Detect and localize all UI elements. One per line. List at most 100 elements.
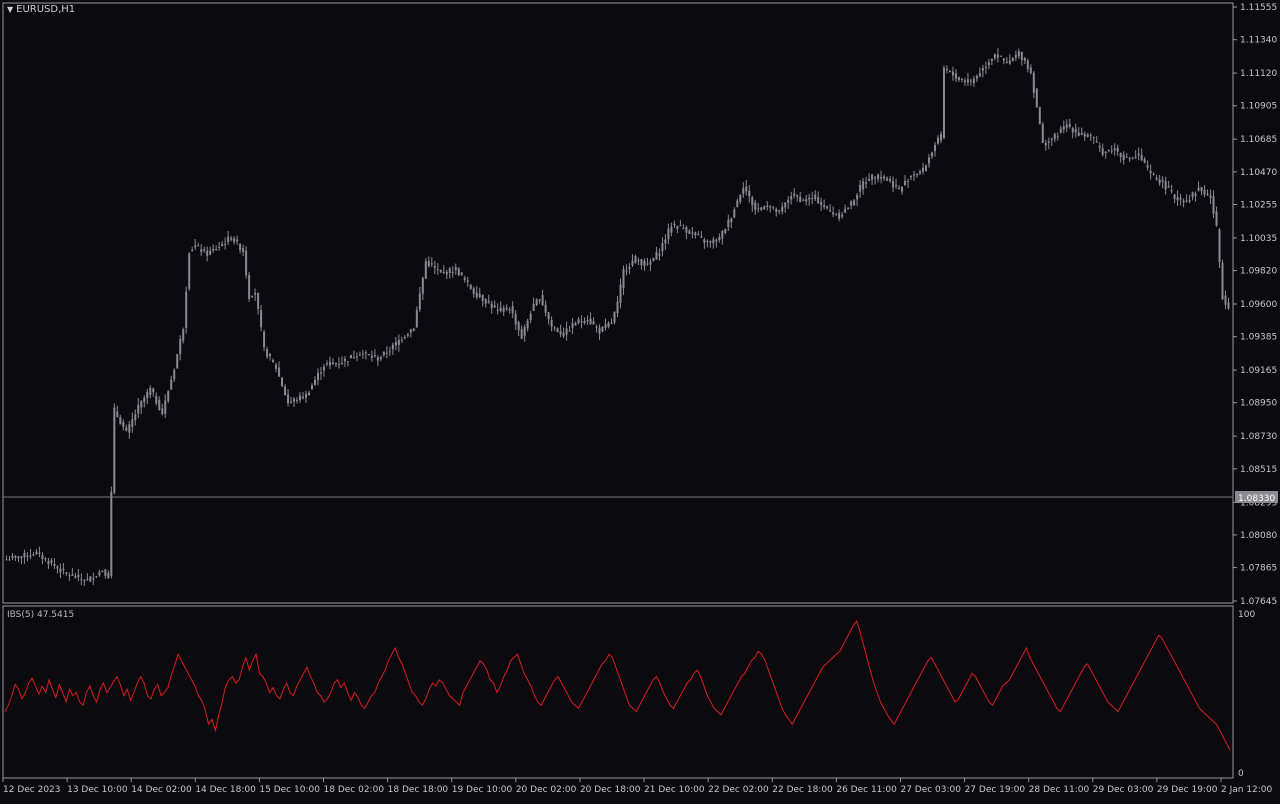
candle	[592, 317, 595, 325]
candle	[239, 243, 242, 254]
candle	[227, 230, 230, 245]
time-tick-label: 27 Dec 19:00	[965, 785, 1026, 795]
candle	[361, 349, 364, 359]
candle	[1194, 191, 1197, 202]
candle	[643, 258, 646, 271]
triangle-down-icon[interactable]: ▼	[7, 5, 14, 14]
candle	[652, 257, 655, 262]
candle	[457, 267, 460, 277]
candle	[523, 324, 526, 342]
candle	[352, 350, 355, 359]
candle	[478, 287, 481, 299]
candle	[32, 551, 35, 557]
candle	[424, 257, 427, 280]
price-tick-label: 1.10255	[1240, 200, 1277, 210]
candle	[1089, 132, 1092, 141]
candle	[999, 55, 1002, 57]
candle	[553, 325, 556, 331]
candle	[143, 395, 146, 408]
candle	[98, 569, 101, 578]
candle	[254, 288, 257, 301]
candle	[155, 392, 158, 406]
candle	[1092, 136, 1095, 145]
candle	[883, 174, 886, 181]
time-tick-label: 12 Dec 2023	[3, 785, 61, 795]
candle	[700, 231, 703, 239]
candle	[655, 246, 658, 260]
indicator-axis: 100 0	[1238, 610, 1255, 779]
candle	[11, 552, 14, 561]
candle	[391, 342, 394, 355]
candle	[349, 354, 352, 359]
candle	[844, 204, 847, 214]
candle	[598, 324, 601, 341]
candle	[373, 349, 376, 358]
candle	[1005, 57, 1008, 64]
candle	[682, 224, 685, 230]
candle	[1035, 88, 1038, 108]
candle	[110, 486, 113, 579]
candle	[257, 292, 260, 315]
candle	[922, 162, 925, 175]
candle	[322, 363, 325, 377]
candle	[35, 549, 38, 555]
candle	[209, 246, 212, 256]
candle	[236, 235, 239, 245]
candle	[772, 206, 775, 210]
candle	[838, 209, 841, 222]
candle	[388, 346, 391, 357]
candle	[113, 403, 116, 495]
candle	[628, 263, 631, 275]
candle	[200, 244, 203, 256]
candle	[793, 188, 796, 199]
candle	[760, 206, 763, 212]
candle	[242, 244, 245, 256]
candle	[969, 78, 972, 86]
candle	[862, 177, 865, 195]
candle	[104, 568, 107, 579]
candle	[418, 286, 421, 313]
candle	[1140, 148, 1143, 162]
symbol-title[interactable]: ▼ EURUSD,H1	[7, 4, 75, 15]
candle	[981, 64, 984, 78]
candle	[1185, 194, 1188, 203]
candle	[736, 198, 739, 208]
candle	[613, 311, 616, 325]
candle	[865, 177, 868, 189]
candle	[1101, 143, 1104, 157]
candle	[514, 310, 517, 330]
candle	[568, 326, 571, 332]
candle	[913, 170, 916, 181]
candle	[757, 203, 760, 213]
candle	[421, 276, 424, 300]
candle	[673, 220, 676, 228]
candle	[886, 176, 889, 182]
candle	[251, 295, 254, 298]
candle	[308, 390, 311, 396]
candle	[481, 294, 484, 307]
candle	[990, 58, 993, 66]
candle	[889, 175, 892, 183]
price-tick-label: 1.09165	[1240, 366, 1277, 376]
price-tick-label: 1.10685	[1240, 135, 1277, 145]
candle	[541, 289, 544, 306]
candle	[185, 286, 188, 334]
price-tick-label: 1.07865	[1240, 564, 1277, 574]
candle	[871, 173, 874, 185]
candle	[550, 316, 553, 332]
candle	[634, 254, 637, 264]
candle	[595, 324, 598, 333]
candle	[766, 201, 769, 211]
price-tick-label: 1.07645	[1240, 597, 1277, 607]
candle	[661, 237, 664, 257]
candle	[340, 356, 343, 365]
candle	[1095, 136, 1098, 143]
symbol-label: EURUSD,H1	[16, 4, 76, 15]
candle	[960, 78, 963, 83]
candle	[128, 420, 131, 439]
candle	[1110, 145, 1113, 154]
candle	[583, 317, 586, 325]
candle	[1074, 123, 1077, 138]
candle	[847, 207, 850, 210]
